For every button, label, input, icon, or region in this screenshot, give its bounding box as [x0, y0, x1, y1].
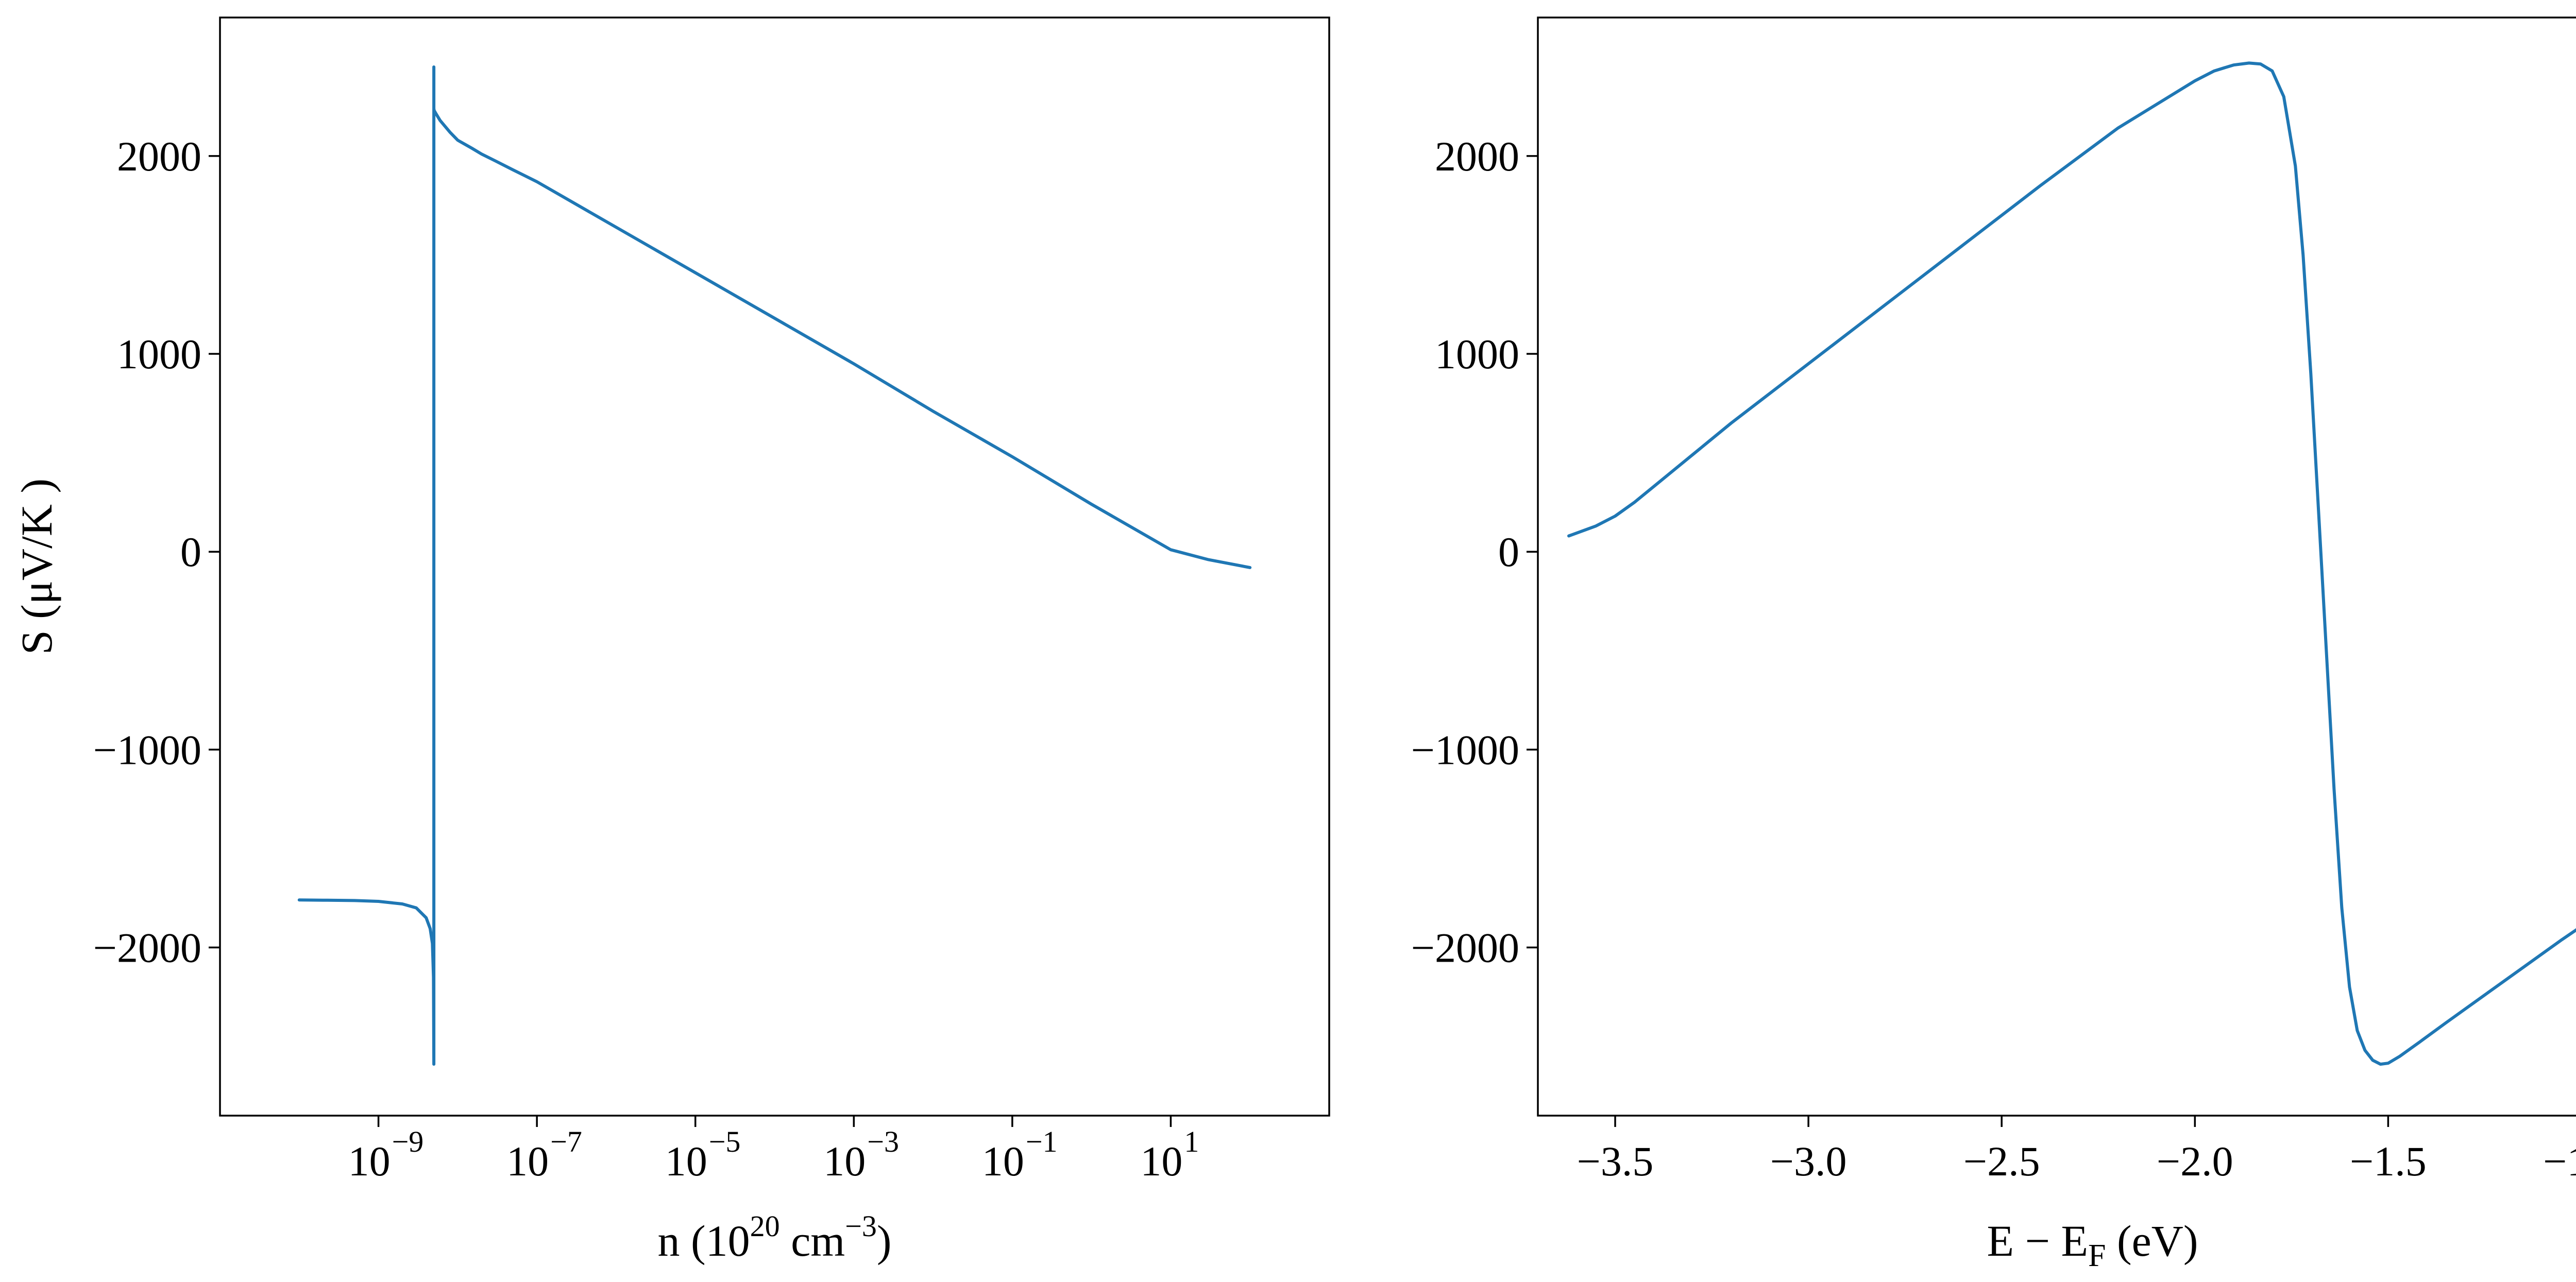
y-axis-label: S (μV/K ) — [12, 478, 61, 655]
x-tick-label: −3.5 — [1577, 1138, 1654, 1185]
x-tick-exponent: −5 — [709, 1125, 741, 1158]
x-tick-label: −2.5 — [1963, 1138, 2040, 1185]
y-tick-label: −1000 — [93, 726, 201, 773]
x-tick-exponent: 1 — [1184, 1125, 1199, 1158]
axes-frame — [1537, 16, 2576, 1117]
x-tick-exponent: −7 — [550, 1125, 582, 1158]
x-tick-exponent: −1 — [1026, 1125, 1058, 1158]
y-tick-label: 1000 — [117, 331, 201, 378]
x-axis-label: n (1020 cm−3) — [657, 1209, 891, 1266]
y-tick-label: −1000 — [1411, 726, 1519, 773]
x-tick-label: 10 — [1140, 1138, 1182, 1185]
x-tick-exponent: −9 — [392, 1125, 424, 1158]
x-tick-exponent: −3 — [867, 1125, 899, 1158]
y-tick-label: −2000 — [93, 924, 201, 971]
y-tick-label: 2000 — [1435, 133, 1519, 180]
x-tick-label: 10 — [823, 1138, 866, 1185]
x-tick-label: 10 — [348, 1138, 391, 1185]
x-tick-label: 10 — [982, 1138, 1024, 1185]
y-tick-label: −2000 — [1411, 924, 1519, 971]
x-tick-label: −1.0 — [2543, 1138, 2576, 1185]
y-tick-label: 0 — [1498, 528, 1519, 575]
seebeck-vs-energy-chart: 2000 1000 0 −1000 −2000 −3.5 −3.0 −2.5 −2.0 −1.5 −… — [1411, 16, 2576, 1273]
x-tick-label: −1.5 — [2350, 1138, 2427, 1185]
x-axis-label: E − EF (eV) — [1987, 1216, 2198, 1273]
axes-frame — [219, 16, 1330, 1117]
y-tick-label: 0 — [180, 528, 201, 575]
x-tick-label: −2.0 — [2157, 1138, 2233, 1185]
y-tick-label: 2000 — [117, 133, 201, 180]
x-tick-label: 10 — [665, 1138, 707, 1185]
x-tick-label: 10 — [506, 1138, 549, 1185]
series-line — [297, 65, 1252, 1066]
series-line — [1567, 61, 2576, 1066]
y-tick-label: 1000 — [1435, 331, 1519, 378]
x-tick-label: −3.0 — [1770, 1138, 1847, 1185]
